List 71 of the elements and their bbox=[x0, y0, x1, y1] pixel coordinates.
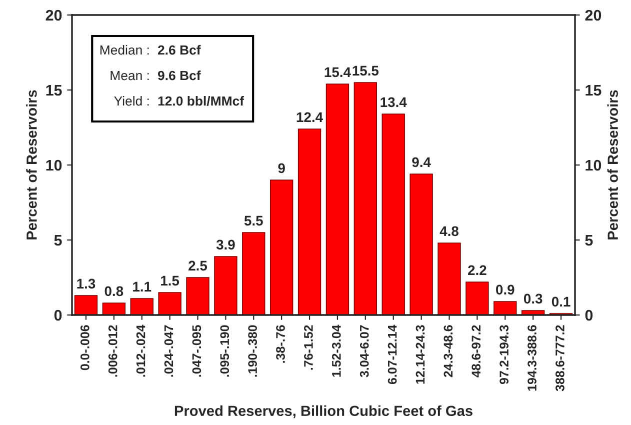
data-label: 15.4 bbox=[324, 67, 351, 78]
annotation: Yield : bbox=[114, 96, 149, 106]
bar bbox=[298, 128, 322, 315]
data-label: 2.2 bbox=[468, 265, 486, 275]
y-tick-label: 20 bbox=[46, 10, 62, 21]
x-tick-label: .38-.76 bbox=[276, 325, 285, 363]
data-label: 9 bbox=[278, 163, 285, 174]
x-tick-label: 12.14-24.3 bbox=[416, 325, 425, 384]
bar bbox=[270, 180, 294, 315]
y-axis-title: Percent of Reservoirs bbox=[26, 90, 37, 240]
x-axis-title: Proved Reserves, Billion Cubic Feet of Gas bbox=[174, 405, 472, 418]
bar bbox=[130, 298, 154, 315]
y2-tick-label: 0 bbox=[585, 310, 593, 321]
annotation: Median : bbox=[100, 45, 149, 55]
annotation: Mean : bbox=[110, 70, 149, 80]
data-label: 0.1 bbox=[552, 296, 570, 307]
bar bbox=[410, 174, 433, 315]
bar bbox=[242, 232, 266, 315]
data-label: 4.8 bbox=[440, 226, 458, 236]
x-tick-label: 1.52-3.04 bbox=[332, 324, 341, 377]
data-label: 0.8 bbox=[104, 286, 124, 296]
y-tick-label: 15 bbox=[46, 85, 62, 96]
bar bbox=[186, 277, 210, 315]
x-tick-label: .012-.024 bbox=[136, 324, 146, 377]
x-tick-label: 6.07-12.14 bbox=[388, 324, 397, 384]
y-tick-label: 0 bbox=[54, 310, 62, 321]
data-label: 2.5 bbox=[188, 260, 208, 271]
y2-axis-title: Percent of Reservoirs bbox=[607, 90, 618, 240]
bar bbox=[102, 302, 126, 315]
y2-tick-label: 20 bbox=[585, 10, 602, 21]
bar bbox=[438, 242, 461, 315]
x-tick-label: 97.2-194.3 bbox=[500, 325, 509, 384]
x-tick-label: .76-1.52 bbox=[304, 325, 313, 370]
bar bbox=[382, 114, 405, 315]
data-label: 5.5 bbox=[244, 216, 263, 226]
x-tick-label: 388.6-777.2 bbox=[556, 325, 564, 392]
x-tick-label: .095-.190 bbox=[220, 325, 230, 377]
data-label: 13.4 bbox=[380, 97, 407, 108]
data-label: 0.9 bbox=[496, 284, 514, 295]
x-tick-label: .006-.012 bbox=[108, 325, 118, 377]
data-label: 15.5 bbox=[352, 66, 379, 76]
x-tick-label: 0.0-.006 bbox=[80, 325, 90, 370]
bar bbox=[466, 282, 489, 315]
bar bbox=[214, 256, 238, 315]
data-label: 0.3 bbox=[524, 294, 542, 304]
bar bbox=[326, 84, 350, 315]
data-label: 1.5 bbox=[161, 276, 180, 286]
bar bbox=[74, 295, 98, 315]
data-label: 12.4 bbox=[296, 112, 323, 122]
y-tick-label: 5 bbox=[54, 235, 62, 246]
bar bbox=[354, 82, 378, 315]
annotation: 12.0 bbl/MMcf bbox=[158, 96, 244, 106]
y2-tick-label: 15 bbox=[586, 85, 602, 96]
x-tick-label: .047-.095 bbox=[192, 325, 202, 377]
data-label: 3.9 bbox=[216, 240, 235, 250]
x-tick-label: .190-.380 bbox=[248, 325, 258, 377]
bar bbox=[494, 301, 517, 315]
x-tick-label: 24.3-48.6 bbox=[444, 325, 453, 378]
data-label: 9.4 bbox=[412, 157, 431, 168]
annotation: 2.6 Bcf bbox=[158, 45, 201, 55]
annotation: 9.6 Bcf bbox=[158, 70, 201, 80]
x-tick-label: 3.04-6.07 bbox=[360, 325, 369, 378]
x-tick-label: .024-.047 bbox=[164, 325, 174, 377]
y2-tick-label: 5 bbox=[585, 235, 593, 246]
bar bbox=[158, 292, 182, 315]
x-tick-label: 48.6-97.2 bbox=[472, 325, 481, 378]
data-label: 1.1 bbox=[133, 282, 152, 292]
x-tick-label: 194.3-388.6 bbox=[528, 325, 536, 391]
y-tick-label: 10 bbox=[46, 160, 62, 171]
y2-tick-label: 10 bbox=[586, 160, 602, 171]
data-label: 1.3 bbox=[77, 278, 96, 289]
